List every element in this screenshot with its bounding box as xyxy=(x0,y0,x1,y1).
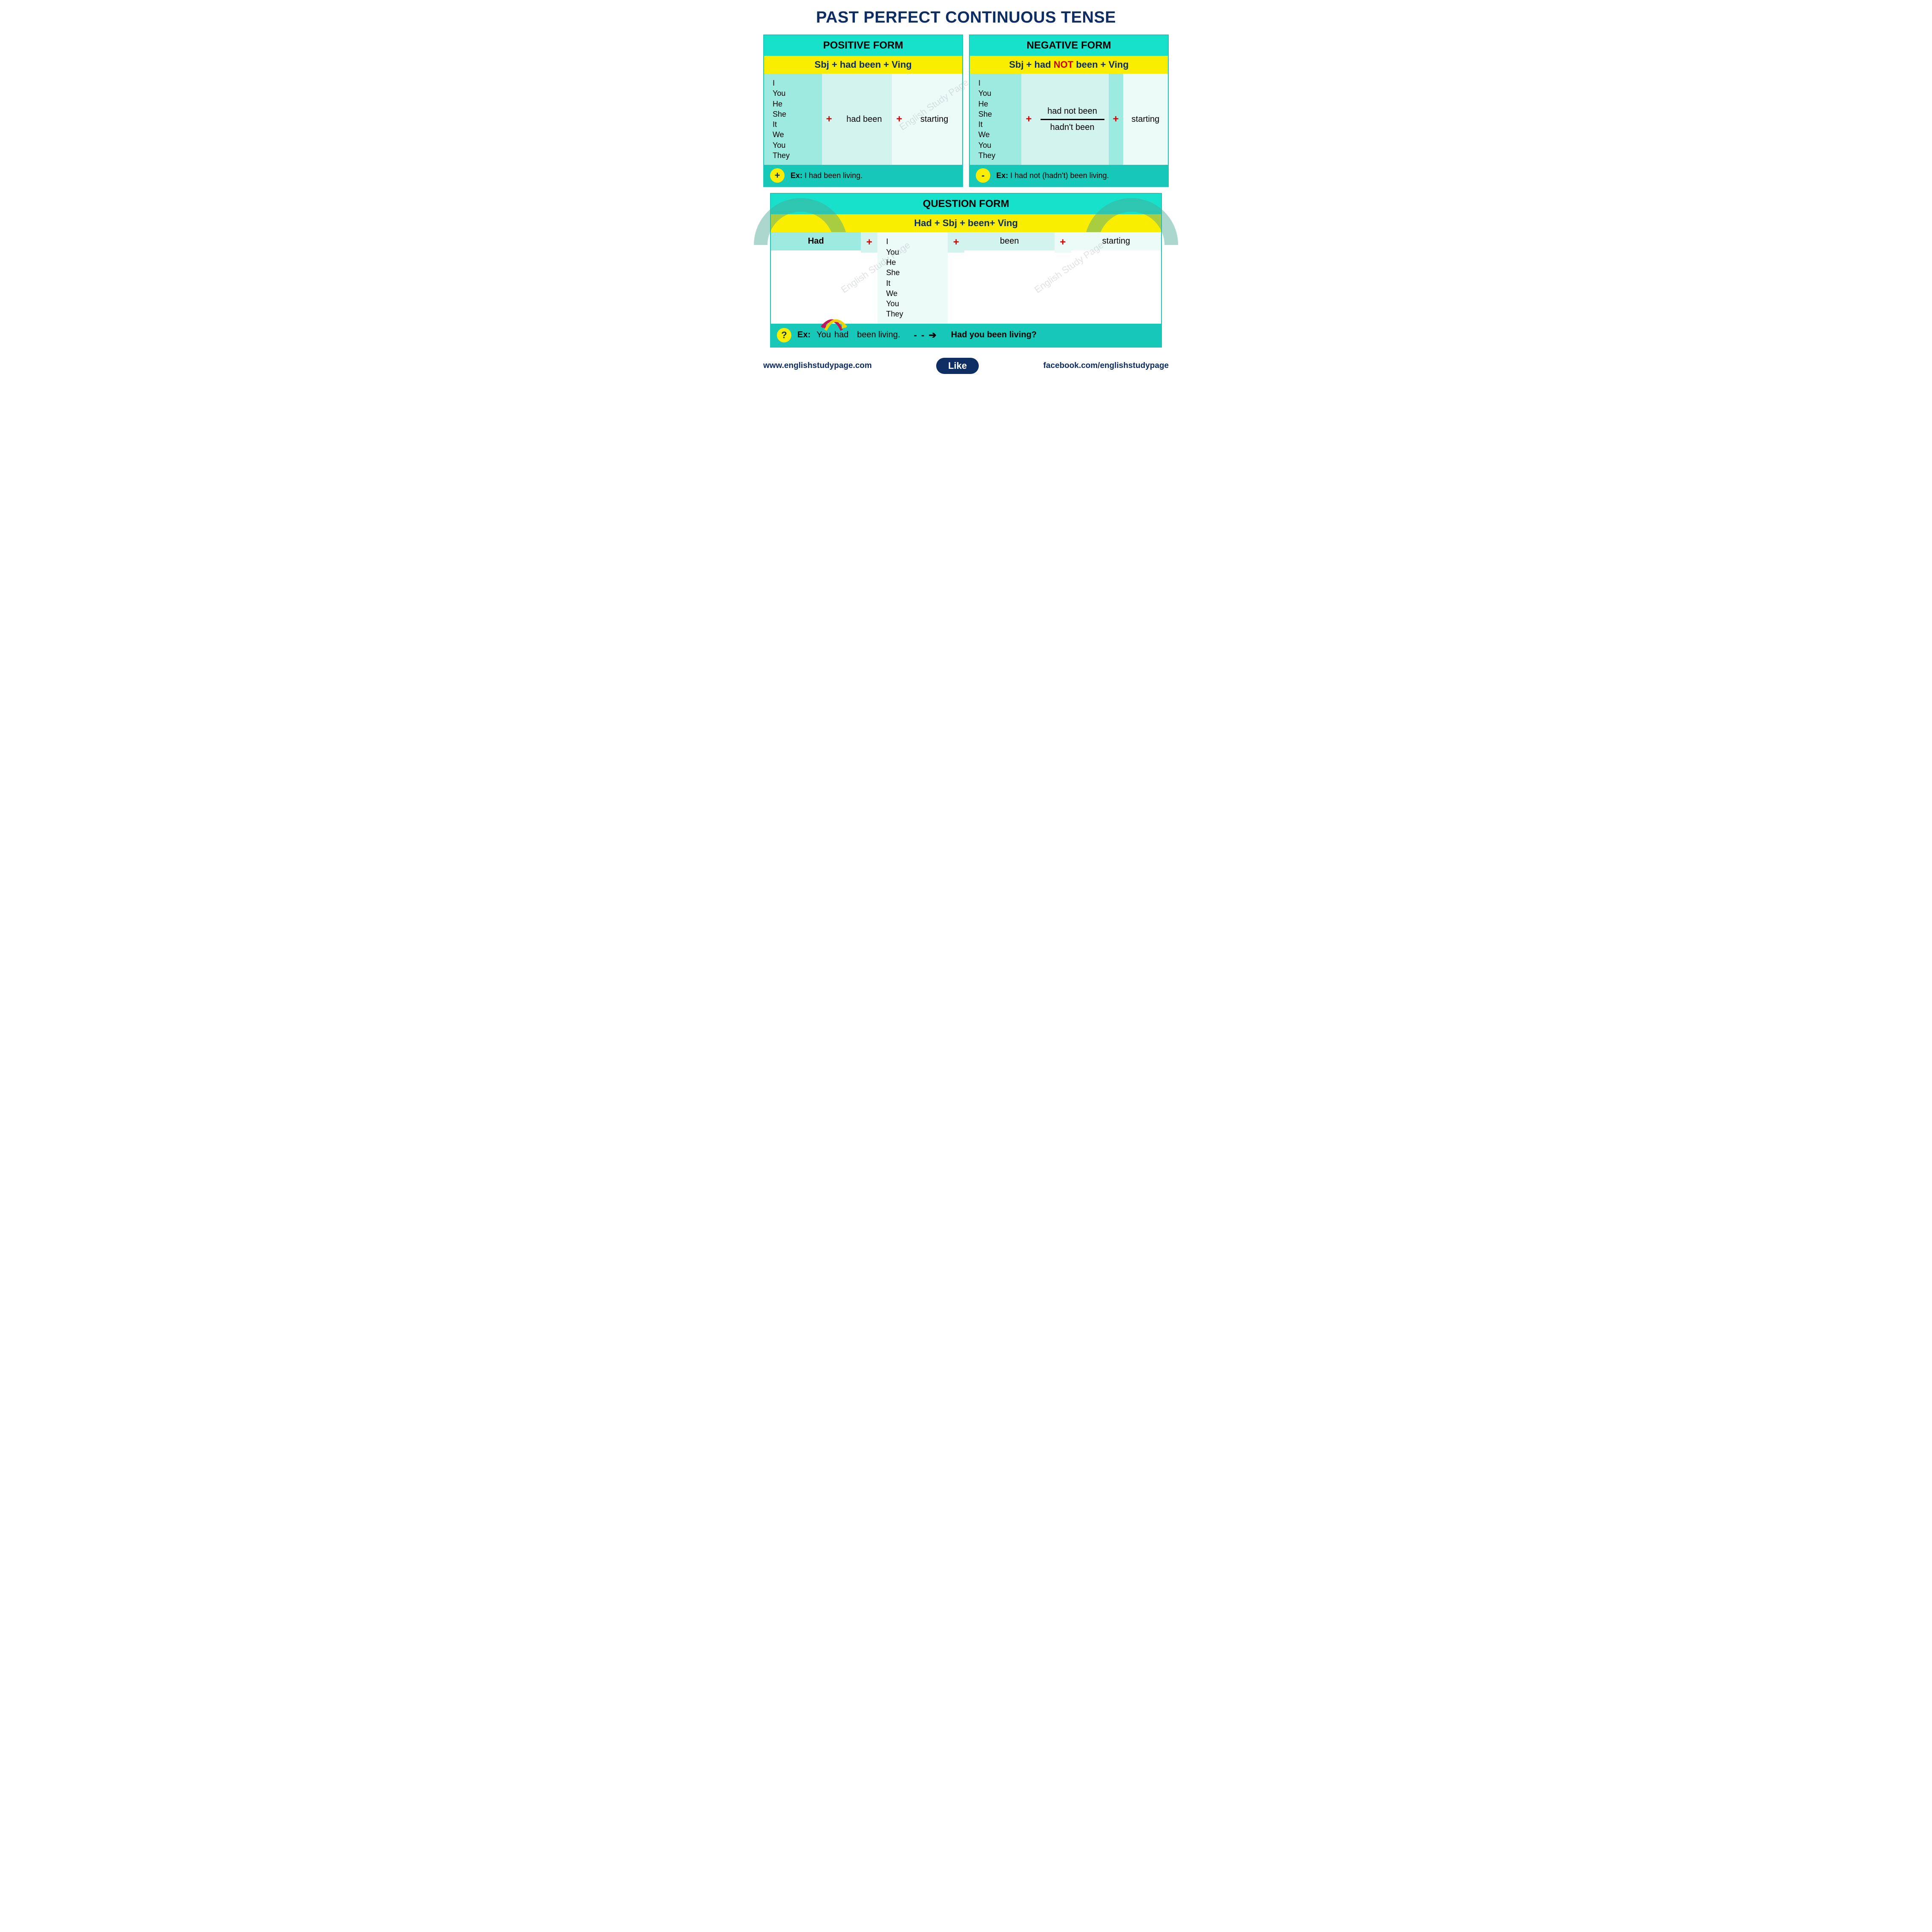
question-had: Had xyxy=(771,232,861,250)
pronoun: He xyxy=(978,99,988,109)
pronoun-list: IYouHeSheItWeYouThey xyxy=(877,232,948,323)
pronoun: They xyxy=(978,150,995,161)
plus-icon: + xyxy=(824,113,835,125)
pronoun: You xyxy=(978,88,991,98)
pronoun: You xyxy=(886,299,899,309)
pronoun: She xyxy=(886,267,900,278)
pronoun: He xyxy=(886,257,896,267)
negative-aux-bottom: hadn't been xyxy=(1050,123,1095,132)
footer-website[interactable]: www.englishstudypage.com xyxy=(763,361,872,371)
plus-icon: + xyxy=(894,113,905,125)
question-example-bar: ? Ex: You had been living. - - ➔ Had you… xyxy=(771,324,1161,347)
positive-card: POSITIVE FORM Sbj + had been + Ving IYou… xyxy=(763,34,963,187)
pronoun: She xyxy=(978,109,992,119)
question-been: been xyxy=(964,232,1054,250)
plus-icon: + xyxy=(864,236,875,248)
pronoun: She xyxy=(773,109,786,119)
plus-circle-icon: + xyxy=(770,168,785,183)
plus-icon: + xyxy=(1023,113,1034,125)
swap-group: You had xyxy=(816,330,848,340)
pronoun: It xyxy=(773,119,777,129)
question-circle-icon: ? xyxy=(777,328,791,342)
positive-aux: had been xyxy=(837,74,892,165)
pronoun: It xyxy=(978,119,983,129)
plus-icon: + xyxy=(1110,113,1121,125)
main-title: PAST PERFECT CONTINUOUS TENSE xyxy=(763,9,1169,27)
swap-arrows-icon xyxy=(815,316,853,333)
negative-example: Ex: I had not (hadn't) been living. xyxy=(996,171,1109,180)
pronoun: You xyxy=(886,247,899,257)
plus-icon: + xyxy=(951,236,962,248)
negative-card: NEGATIVE FORM Sbj + had NOT been + Ving … xyxy=(969,34,1169,187)
negative-aux-stack: had not been hadn't been xyxy=(1041,106,1104,132)
positive-body: IYouHeSheItWeYouThey + had been + starti… xyxy=(764,74,962,165)
pronoun: You xyxy=(773,140,785,150)
positive-header: POSITIVE FORM xyxy=(764,35,962,56)
footer-facebook[interactable]: facebook.com/englishstudypage xyxy=(1043,361,1169,371)
divider xyxy=(1041,119,1104,120)
top-row: POSITIVE FORM Sbj + had been + Ving IYou… xyxy=(763,34,1169,187)
pronoun: They xyxy=(886,309,903,319)
pronoun: We xyxy=(978,129,990,140)
pronoun-list: IYouHeSheItWeYouThey xyxy=(764,74,822,165)
pronoun: I xyxy=(886,236,888,247)
ex-result: Had you been living? xyxy=(951,330,1037,340)
page: PAST PERFECT CONTINUOUS TENSE POSITIVE F… xyxy=(753,0,1179,1932)
like-button[interactable]: Like xyxy=(936,358,979,374)
footer: www.englishstudypage.com Like facebook.c… xyxy=(763,358,1169,374)
pronoun-list: IYouHeSheItWeYouThey xyxy=(970,74,1021,165)
question-body: Had + IYouHeSheItWeYouThey + been + star… xyxy=(771,232,1161,323)
ex-label: Ex: xyxy=(797,330,811,340)
pronoun: They xyxy=(773,150,790,161)
question-ving: starting xyxy=(1071,232,1161,250)
pronoun: It xyxy=(886,278,890,288)
positive-ving: starting xyxy=(906,74,962,165)
pronoun: We xyxy=(773,129,784,140)
question-header: QUESTION FORM xyxy=(771,194,1161,214)
pronoun: You xyxy=(773,88,785,98)
negative-body: IYouHeSheItWeYouThey + had not been hadn… xyxy=(970,74,1168,165)
minus-circle-icon: - xyxy=(976,168,990,183)
negative-header: NEGATIVE FORM xyxy=(970,35,1168,56)
question-formula: Had + Sbj + been+ Ving xyxy=(771,214,1161,232)
negative-formula: Sbj + had NOT been + Ving xyxy=(970,56,1168,74)
positive-example: Ex: I had been living. xyxy=(791,171,862,180)
negative-ving: starting xyxy=(1123,74,1168,165)
plus-icon: + xyxy=(1057,236,1068,248)
pronoun: You xyxy=(978,140,991,150)
pronoun: He xyxy=(773,99,782,109)
negative-aux-top: had not been xyxy=(1047,106,1097,116)
positive-example-bar: + Ex: I had been living. xyxy=(764,165,962,186)
question-card: QUESTION FORM Had + Sbj + been+ Ving Had… xyxy=(770,193,1162,347)
negative-example-bar: - Ex: I had not (hadn't) been living. xyxy=(970,165,1168,186)
positive-formula: Sbj + had been + Ving xyxy=(764,56,962,74)
pronoun: I xyxy=(978,78,980,88)
pronoun: I xyxy=(773,78,775,88)
ex-rest: been living. xyxy=(857,330,900,340)
dash-arrow-icon: - - ➔ xyxy=(914,330,937,341)
pronoun: We xyxy=(886,288,897,299)
